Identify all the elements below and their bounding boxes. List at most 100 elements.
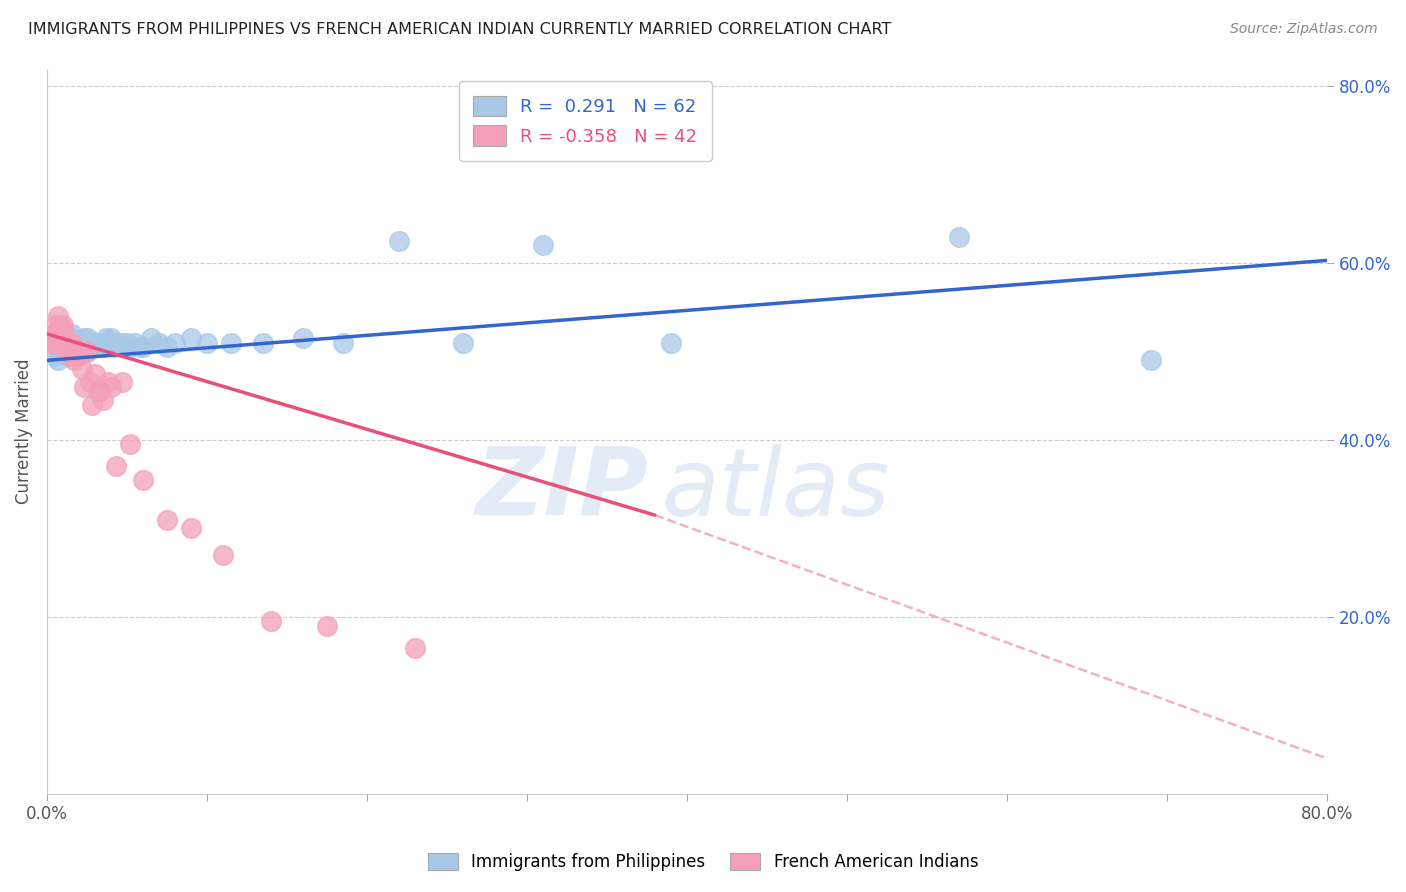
Point (46, 353, 69, 368)
Point (83, 367, 105, 381)
Point (53, 344, 76, 359)
Point (52, 326, 75, 341)
Point (76, 344, 98, 359)
Point (67, 349, 90, 363)
Point (195, 335, 218, 350)
Point (1139, 353, 1161, 368)
Point (103, 340, 125, 354)
Point (948, 229, 970, 244)
Point (89, 335, 111, 350)
Point (87, 384, 110, 399)
Point (180, 331, 202, 345)
Point (531, 238, 554, 252)
Point (124, 335, 146, 350)
Point (42, 326, 65, 341)
Point (180, 521, 202, 535)
Point (48, 340, 70, 354)
Y-axis label: Currently Married: Currently Married (15, 359, 32, 504)
Point (46, 309, 69, 323)
Point (70, 335, 93, 350)
Point (56, 340, 79, 354)
Point (128, 340, 150, 354)
Point (86, 335, 108, 350)
Point (52, 322, 75, 336)
Point (79, 340, 101, 354)
Point (156, 512, 179, 526)
Point (44, 335, 66, 350)
Point (97, 376, 120, 390)
Point (91, 393, 114, 408)
Legend: R =  0.291   N = 62, R = -0.358   N = 42: R = 0.291 N = 62, R = -0.358 N = 42 (458, 81, 711, 161)
Point (219, 335, 242, 350)
Point (148, 335, 170, 350)
Point (451, 335, 474, 350)
Point (111, 376, 134, 390)
Point (63, 344, 86, 359)
Point (41, 335, 63, 350)
Point (73, 331, 96, 345)
Text: ZIP: ZIP (475, 443, 648, 535)
Point (52, 318, 75, 332)
Point (48, 318, 70, 332)
Text: atlas: atlas (661, 443, 890, 534)
Point (62, 335, 84, 350)
Point (44, 349, 66, 363)
Point (65, 344, 87, 359)
Point (132, 340, 155, 354)
Point (67, 335, 90, 350)
Point (69, 344, 91, 359)
Point (132, 473, 155, 487)
Point (332, 335, 354, 350)
Point (73, 380, 96, 394)
Point (70, 340, 93, 354)
Point (80, 335, 103, 350)
Point (139, 331, 162, 345)
Point (48, 326, 70, 341)
Point (55, 344, 77, 359)
Point (659, 335, 682, 350)
Point (120, 340, 142, 354)
Point (59, 344, 82, 359)
Point (120, 437, 142, 451)
Point (111, 335, 134, 350)
Point (62, 335, 84, 350)
Point (315, 618, 337, 632)
Point (388, 234, 411, 248)
Point (108, 340, 131, 354)
Point (65, 335, 87, 350)
Point (76, 335, 98, 350)
Point (77, 331, 100, 345)
Point (70, 362, 93, 376)
Point (45, 318, 67, 332)
Point (89, 384, 111, 399)
Point (97, 335, 120, 350)
Point (100, 380, 122, 394)
Point (80, 398, 103, 412)
Point (79, 376, 101, 390)
Point (59, 331, 82, 345)
Point (58, 335, 80, 350)
Point (404, 640, 426, 655)
Point (44, 335, 66, 350)
Point (53, 335, 76, 350)
Point (91, 340, 114, 354)
Point (55, 326, 77, 341)
Point (69, 344, 91, 359)
Text: IMMIGRANTS FROM PHILIPPINES VS FRENCH AMERICAN INDIAN CURRENTLY MARRIED CORRELAT: IMMIGRANTS FROM PHILIPPINES VS FRENCH AM… (28, 22, 891, 37)
Point (100, 331, 122, 345)
Point (75, 344, 97, 359)
Point (59, 349, 82, 363)
Point (94, 331, 117, 345)
Text: Source: ZipAtlas.com: Source: ZipAtlas.com (1230, 22, 1378, 37)
Point (55, 335, 77, 350)
Point (83, 340, 105, 354)
Point (45, 326, 67, 341)
Point (62, 340, 84, 354)
Point (260, 614, 283, 628)
Point (56, 349, 79, 363)
Point (291, 331, 314, 345)
Point (58, 340, 80, 354)
Point (63, 353, 86, 368)
Point (66, 340, 89, 354)
Point (252, 335, 274, 350)
